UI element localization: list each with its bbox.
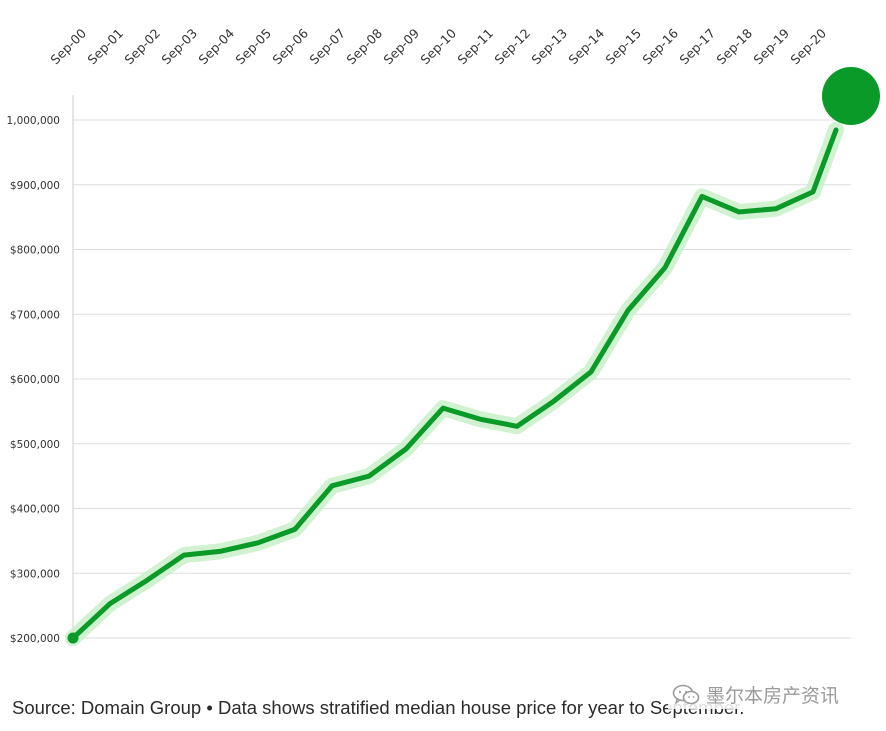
x-tick-label: Sep-15 xyxy=(602,26,644,68)
watermark-text: 墨尔本房产资讯 xyxy=(706,685,840,707)
y-tick-label: $200,000 xyxy=(10,633,60,645)
y-tick-label: $800,000 xyxy=(10,245,60,257)
x-tick-label: Sep-10 xyxy=(417,25,459,67)
x-tick-label: Sep-09 xyxy=(380,25,422,67)
y-tick-label: $400,000 xyxy=(10,504,60,516)
x-tick-label: Sep-13 xyxy=(528,26,570,68)
x-tick-label: Sep-08 xyxy=(343,25,385,67)
x-tick-label: Sep-03 xyxy=(158,26,200,68)
x-axis-ticks: Sep-00Sep-01Sep-02Sep-03Sep-04Sep-05Sep-… xyxy=(47,25,829,67)
x-tick-label: Sep-07 xyxy=(306,26,348,68)
x-tick-label: Sep-06 xyxy=(269,25,311,67)
y-tick-label: $600,000 xyxy=(10,374,60,386)
watermark: 墨尔本房产资讯 xyxy=(668,680,844,709)
x-tick-label: Sep-12 xyxy=(491,26,533,68)
y-tick-label: $900,000 xyxy=(10,180,60,192)
end-marker xyxy=(822,67,880,125)
x-tick-label: Sep-11 xyxy=(454,26,496,68)
x-tick-label: Sep-00 xyxy=(47,25,89,67)
x-tick-label: Sep-01 xyxy=(84,26,126,68)
wechat-icon xyxy=(672,684,700,705)
series-line xyxy=(70,127,839,641)
x-tick-label: Sep-19 xyxy=(750,25,792,67)
y-tick-label: 1,000,000 xyxy=(7,115,60,127)
data-point xyxy=(67,632,79,644)
gridlines xyxy=(73,119,851,639)
x-tick-label: Sep-04 xyxy=(195,25,237,67)
y-tick-label: $700,000 xyxy=(10,309,60,321)
source-note: Source: Domain Group • Data shows strati… xyxy=(12,697,745,718)
x-tick-label: Sep-05 xyxy=(232,26,274,68)
x-tick-label: Sep-02 xyxy=(121,26,163,68)
y-tick-label: $500,000 xyxy=(10,439,60,451)
x-tick-label: Sep-18 xyxy=(713,25,755,67)
x-tick-label: Sep-20 xyxy=(787,25,829,67)
y-axis-ticks: $200,000 $300,000 $400,000 $500,000 $600,000… xyxy=(7,115,60,645)
x-tick-label: Sep-17 xyxy=(676,26,718,68)
x-tick-label: Sep-14 xyxy=(565,25,607,67)
y-tick-label: $300,000 xyxy=(10,568,60,580)
series xyxy=(65,67,880,646)
x-tick-label: Sep-16 xyxy=(639,25,681,67)
